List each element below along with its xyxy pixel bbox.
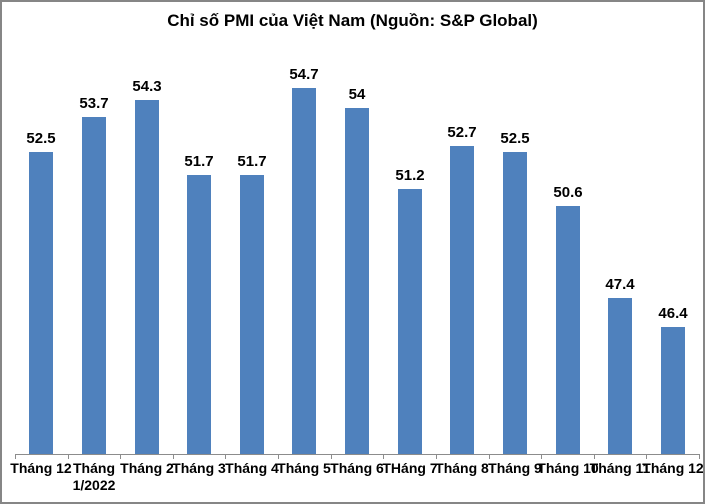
bar-value-label: 54.3 xyxy=(132,78,162,95)
x-axis-tick xyxy=(173,454,174,459)
bar xyxy=(187,175,211,454)
bar xyxy=(292,88,316,454)
x-axis-tick xyxy=(541,454,542,459)
x-axis-tick xyxy=(278,454,279,459)
bar xyxy=(398,189,422,454)
x-axis-tick xyxy=(120,454,121,459)
x-axis-tick-label: Tháng 10 xyxy=(537,460,599,476)
x-axis-tick xyxy=(383,454,384,459)
bar xyxy=(661,327,685,454)
bar-value-label: 50.6 xyxy=(553,184,583,201)
bar-value-label: 52.5 xyxy=(26,130,56,147)
bar xyxy=(240,175,264,454)
x-axis-tick xyxy=(489,454,490,459)
bar-value-label: 46.4 xyxy=(658,305,688,322)
bar xyxy=(450,146,474,454)
bar xyxy=(135,100,159,454)
bar xyxy=(345,108,369,454)
x-axis-tick-label: THáng 7 xyxy=(382,460,438,476)
x-axis-tick-label: Tháng 11 xyxy=(589,460,651,476)
x-axis-tick-label: Tháng 6 xyxy=(330,460,384,476)
x-axis-tick xyxy=(15,454,16,459)
x-axis-tick xyxy=(68,454,69,459)
bar-value-label: 52.5 xyxy=(500,130,530,147)
bar xyxy=(503,152,527,454)
x-axis-tick-label: Tháng 12 xyxy=(10,460,72,476)
bar-value-label: 54 xyxy=(348,86,366,103)
x-axis-tick-label: Tháng 3 xyxy=(172,460,226,476)
x-axis-tick xyxy=(436,454,437,459)
bar-value-label: 51.2 xyxy=(395,167,425,184)
bar xyxy=(556,206,580,454)
x-axis-tick-label: Tháng 1/2022 xyxy=(72,460,116,493)
bar xyxy=(29,152,53,454)
bar-value-label: 54.7 xyxy=(289,66,319,83)
x-axis-tick-label: Tháng 8 xyxy=(435,460,489,476)
x-axis-tick xyxy=(594,454,595,459)
x-axis-line xyxy=(15,454,701,455)
chart-title: Chỉ số PMI của Việt Nam (Nguồn: S&P Glob… xyxy=(167,11,538,30)
bar-value-label: 47.4 xyxy=(605,276,635,293)
bar xyxy=(608,298,632,454)
x-axis-tick-label: Tháng 4 xyxy=(225,460,279,476)
bar-value-label: 53.7 xyxy=(79,95,109,112)
x-axis-tick-label: Tháng 9 xyxy=(488,460,542,476)
x-axis-tick xyxy=(646,454,647,459)
x-axis-tick xyxy=(331,454,332,459)
x-axis-tick-label: Tháng 5 xyxy=(277,460,331,476)
x-axis-tick-label: Tháng 12 xyxy=(642,460,704,476)
bar-value-label: 51.7 xyxy=(184,153,214,170)
bar-value-label: 51.7 xyxy=(237,153,267,170)
x-axis-tick xyxy=(225,454,226,459)
x-axis-tick-label: Tháng 2 xyxy=(120,460,174,476)
bar xyxy=(82,117,106,454)
x-axis-tick xyxy=(699,454,700,459)
bar-value-label: 52.7 xyxy=(447,124,477,141)
